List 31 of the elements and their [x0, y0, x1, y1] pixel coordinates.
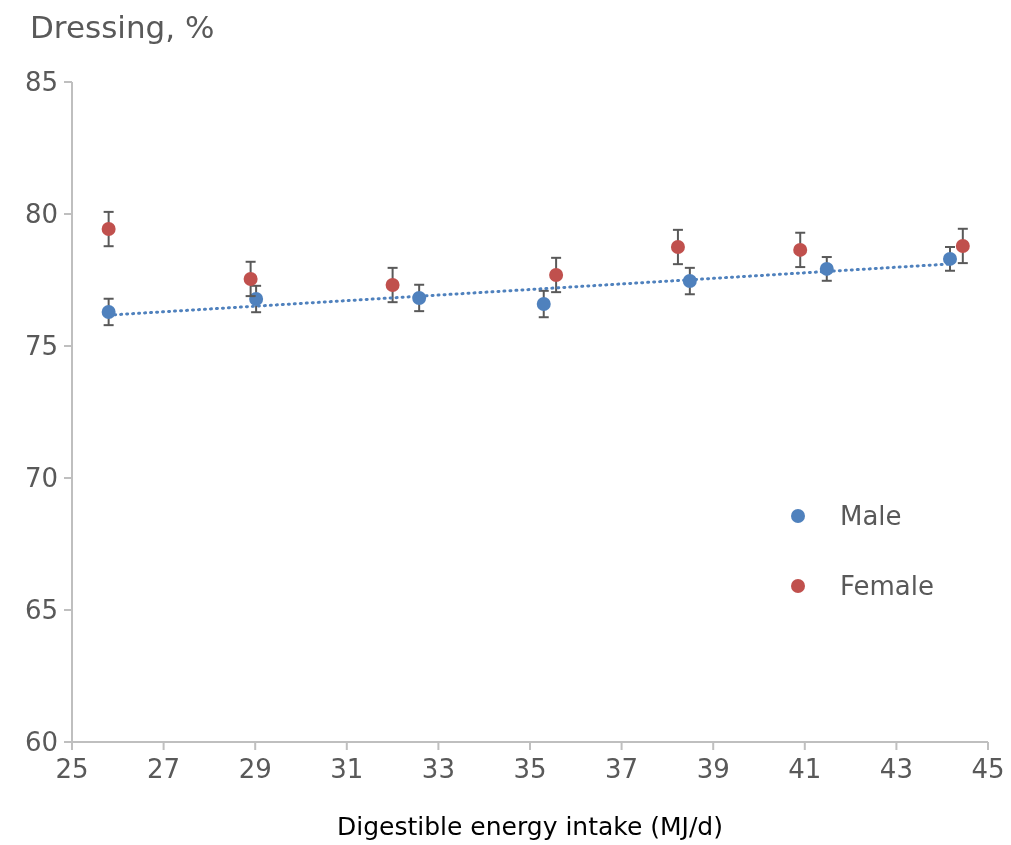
x-axis-title: Digestible energy intake (MJ/d) — [337, 812, 723, 841]
y-tick-label: 75 — [24, 331, 58, 362]
point — [670, 240, 685, 254]
x-tick-label: 27 — [147, 754, 181, 784]
point — [536, 297, 551, 312]
x-tick-label: 37 — [605, 754, 639, 784]
x-tick-label: 43 — [879, 754, 913, 784]
x-tick-label: 39 — [696, 754, 730, 784]
point — [101, 222, 116, 237]
x-tick-label: 45 — [971, 754, 1005, 784]
y-axis-title: Dressing, % — [30, 9, 215, 45]
point — [385, 278, 400, 293]
point — [942, 251, 957, 266]
x-tick-label: 31 — [330, 754, 364, 784]
x-tick-label: 35 — [513, 754, 547, 784]
y-tick-label: 60 — [24, 727, 58, 758]
legend-label: Female — [840, 571, 935, 602]
point — [955, 238, 970, 253]
y-tick-label: 85 — [24, 67, 58, 98]
y-tick-label: 80 — [24, 199, 58, 230]
y-tick-label: 70 — [24, 463, 58, 494]
legend-label: Male — [840, 501, 902, 532]
x-tick-label: 29 — [238, 754, 272, 784]
y-tick-label: 65 — [24, 595, 58, 626]
x-tick-label: 25 — [55, 754, 89, 784]
point — [793, 242, 808, 257]
x-tick-label: 41 — [788, 754, 822, 784]
point — [101, 304, 116, 319]
x-tick-label: 33 — [421, 754, 455, 784]
point — [243, 271, 258, 286]
point — [549, 267, 564, 282]
